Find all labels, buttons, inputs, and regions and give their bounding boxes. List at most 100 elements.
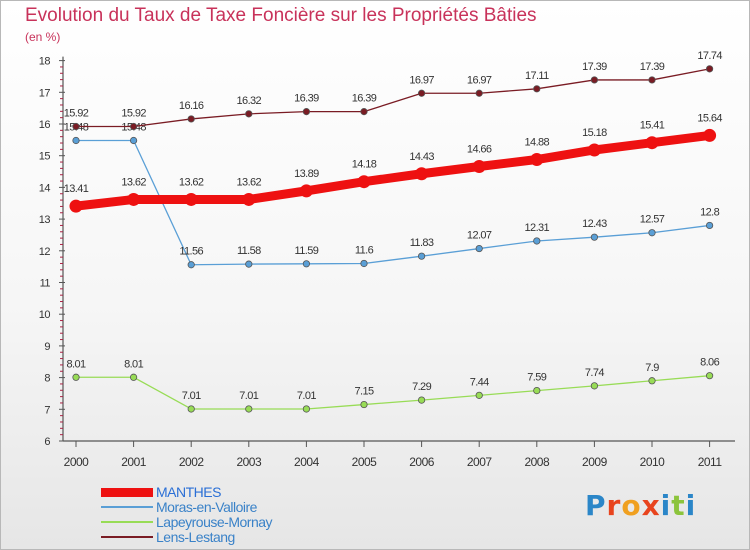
data-label: 17.74 (697, 50, 722, 62)
data-label: 15.64 (697, 112, 722, 124)
data-label: 11.6 (355, 244, 374, 256)
data-point (69, 199, 83, 213)
data-point (475, 89, 483, 97)
data-point (587, 143, 601, 157)
data-label: 13.89 (294, 168, 319, 180)
data-point (187, 261, 195, 269)
data-label: 11.56 (179, 246, 203, 258)
data-point (299, 184, 313, 198)
data-point (245, 110, 253, 118)
y-tick-label: 13 (39, 214, 51, 226)
x-tick-label: 2005 (352, 455, 378, 469)
data-label: 16.39 (352, 93, 377, 105)
data-label: 7.9 (645, 362, 659, 374)
legend-swatch (101, 521, 153, 523)
data-point (187, 115, 195, 123)
data-label: 17.39 (640, 61, 665, 73)
y-tick-label: 6 (44, 436, 50, 448)
data-point (72, 373, 80, 381)
x-tick-label: 2001 (121, 455, 147, 469)
data-point (245, 405, 253, 413)
series-line (75, 68, 711, 128)
data-label: 11.58 (237, 245, 261, 257)
series-line (75, 139, 711, 266)
data-point (533, 237, 541, 245)
data-label: 12.57 (640, 214, 665, 226)
data-point (530, 153, 544, 167)
x-tick-label: 2003 (236, 455, 262, 469)
data-label: 16.97 (467, 74, 492, 86)
data-label: 16.97 (409, 74, 434, 86)
data-label: 13.62 (237, 176, 262, 188)
y-tick-label: 15 (39, 151, 51, 163)
legend-label: MANTHES (156, 484, 221, 500)
y-tick-label: 7 (44, 404, 50, 416)
data-point (127, 192, 141, 206)
data-label: 7.01 (239, 390, 258, 402)
data-label: 8.01 (124, 358, 143, 370)
logo-letter: x (641, 489, 661, 522)
x-tick-label: 2002 (179, 455, 205, 469)
data-point (242, 192, 256, 206)
data-label: 11.83 (410, 237, 434, 249)
proxiti-logo: Proxiti (585, 489, 696, 522)
data-label: 15.41 (640, 120, 665, 132)
data-point (705, 65, 714, 73)
legend-swatch (101, 488, 153, 497)
data-point (72, 122, 80, 131)
x-tick-label: 2007 (467, 455, 493, 469)
data-point (360, 259, 368, 268)
logo-letter: i (685, 489, 697, 522)
x-tick-label: 2008 (524, 455, 550, 469)
data-point (245, 260, 253, 268)
data-point (417, 252, 426, 260)
y-tick-label: 18 (39, 56, 51, 68)
data-label: 15.92 (64, 108, 89, 120)
data-label: 7.01 (297, 390, 316, 402)
data-point (184, 192, 198, 206)
legend-swatch (101, 536, 153, 538)
y-tick-label: 8 (44, 373, 50, 385)
y-tick-label: 12 (39, 246, 51, 258)
data-point (72, 136, 80, 145)
data-point (648, 377, 656, 385)
data-label: 12.07 (467, 230, 492, 242)
series-line (75, 375, 711, 410)
y-tick-label: 10 (39, 309, 51, 321)
data-point (645, 136, 659, 150)
data-point (130, 122, 138, 131)
data-point (475, 244, 483, 253)
data-point (705, 221, 714, 230)
data-point (590, 382, 599, 390)
data-label: 7.29 (412, 381, 431, 393)
data-point (417, 89, 426, 97)
x-tick-label: 2009 (582, 455, 608, 469)
data-point (590, 233, 599, 241)
data-label: 14.43 (409, 151, 434, 163)
x-tick-label: 2000 (64, 455, 90, 469)
y-tick-label: 17 (39, 87, 51, 99)
data-label: 7.74 (585, 367, 604, 379)
data-point (417, 396, 426, 404)
data-point (703, 128, 717, 142)
data-point (187, 405, 195, 413)
data-label: 15.92 (121, 108, 146, 120)
data-point (533, 386, 541, 395)
x-tick-label: 2011 (698, 455, 723, 469)
data-point (648, 76, 656, 84)
data-label: 13.41 (64, 183, 89, 195)
data-label: 7.59 (527, 372, 546, 384)
data-point (360, 108, 368, 116)
legend-swatch (101, 506, 153, 508)
series-line (71, 130, 715, 211)
data-label: 14.66 (467, 143, 492, 155)
logo-letter: i (660, 489, 672, 522)
y-axis-unit-label: (en %) (25, 30, 61, 44)
data-label: 12.43 (582, 218, 607, 230)
legend-label: Lapeyrouse-Mornay (156, 514, 273, 530)
legend-label: Moras-en-Valloire (156, 499, 257, 515)
data-label: 16.39 (294, 93, 319, 105)
data-label: 16.16 (179, 100, 204, 112)
legend-label: Lens-Lestang (156, 529, 235, 545)
